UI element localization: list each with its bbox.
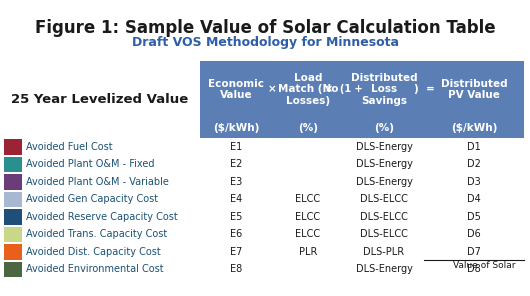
Bar	[200, 61, 524, 138]
Text: Avoided Gen Capacity Cost: Avoided Gen Capacity Cost	[26, 194, 158, 204]
Bar	[4, 157, 22, 172]
Text: D3: D3	[467, 177, 481, 187]
Text: ELCC: ELCC	[295, 194, 321, 204]
Text: DLS-ELCC: DLS-ELCC	[360, 229, 408, 239]
Text: E2: E2	[230, 159, 242, 169]
Bar	[4, 261, 22, 277]
Text: D7: D7	[467, 247, 481, 257]
Text: E3: E3	[230, 177, 242, 187]
Text: Draft VOS Methodology for Minnesota: Draft VOS Methodology for Minnesota	[131, 36, 399, 49]
Text: Load
Match (No
Losses): Load Match (No Losses)	[278, 73, 338, 106]
Text: E7: E7	[230, 247, 242, 257]
Text: 25 Year Levelized Value: 25 Year Levelized Value	[11, 93, 189, 106]
Text: ($/kWh): ($/kWh)	[451, 123, 497, 133]
Text: DLS-ELCC: DLS-ELCC	[360, 194, 408, 204]
Text: DLS-Energy: DLS-Energy	[356, 159, 412, 169]
Text: (%): (%)	[298, 123, 318, 133]
Bar	[4, 174, 22, 189]
Text: D2: D2	[467, 159, 481, 169]
Text: DLS-ELCC: DLS-ELCC	[360, 212, 408, 222]
Text: DLS-Energy: DLS-Energy	[356, 264, 412, 274]
Text: E8: E8	[230, 264, 242, 274]
Text: D4: D4	[467, 194, 481, 204]
Text: DLS-Energy: DLS-Energy	[356, 142, 412, 152]
Text: Avoided Dist. Capacity Cost: Avoided Dist. Capacity Cost	[26, 247, 161, 257]
Text: D6: D6	[467, 229, 481, 239]
Text: ELCC: ELCC	[295, 212, 321, 222]
Text: E5: E5	[230, 212, 242, 222]
Text: DLS-Energy: DLS-Energy	[356, 177, 412, 187]
Text: Avoided Plant O&M - Variable: Avoided Plant O&M - Variable	[26, 177, 169, 187]
Text: Avoided Trans. Capacity Cost: Avoided Trans. Capacity Cost	[26, 229, 167, 239]
Text: Distributed
PV Value: Distributed PV Value	[440, 79, 507, 100]
Text: Avoided Reserve Capacity Cost: Avoided Reserve Capacity Cost	[26, 212, 178, 222]
Text: ELCC: ELCC	[295, 229, 321, 239]
Text: D8: D8	[467, 264, 481, 274]
Text: ×  (1 +: × (1 +	[325, 84, 363, 94]
Text: ($/kWh): ($/kWh)	[213, 123, 259, 133]
Text: DLS-PLR: DLS-PLR	[364, 247, 404, 257]
Text: E4: E4	[230, 194, 242, 204]
Text: D5: D5	[467, 212, 481, 222]
Text: PLR: PLR	[299, 247, 317, 257]
Text: Economic
Value: Economic Value	[208, 79, 264, 100]
Bar	[4, 244, 22, 260]
Text: Avoided Fuel Cost: Avoided Fuel Cost	[26, 142, 112, 152]
Bar	[4, 192, 22, 207]
Bar	[4, 209, 22, 224]
Text: ×: ×	[268, 84, 276, 94]
Text: (%): (%)	[374, 123, 394, 133]
Text: Figure 1: Sample Value of Solar Calculation Table: Figure 1: Sample Value of Solar Calculat…	[34, 19, 496, 37]
Text: E1: E1	[230, 142, 242, 152]
Bar	[4, 139, 22, 155]
Text: E6: E6	[230, 229, 242, 239]
Text: Avoided Plant O&M - Fixed: Avoided Plant O&M - Fixed	[26, 159, 155, 169]
Text: Avoided Environmental Cost: Avoided Environmental Cost	[26, 264, 164, 274]
Text: )  =: ) =	[413, 84, 435, 94]
Text: Distributed
Loss
Savings: Distributed Loss Savings	[351, 73, 417, 106]
Text: D1: D1	[467, 142, 481, 152]
Bar	[4, 226, 22, 242]
Text: Value of Solar: Value of Solar	[453, 260, 515, 269]
